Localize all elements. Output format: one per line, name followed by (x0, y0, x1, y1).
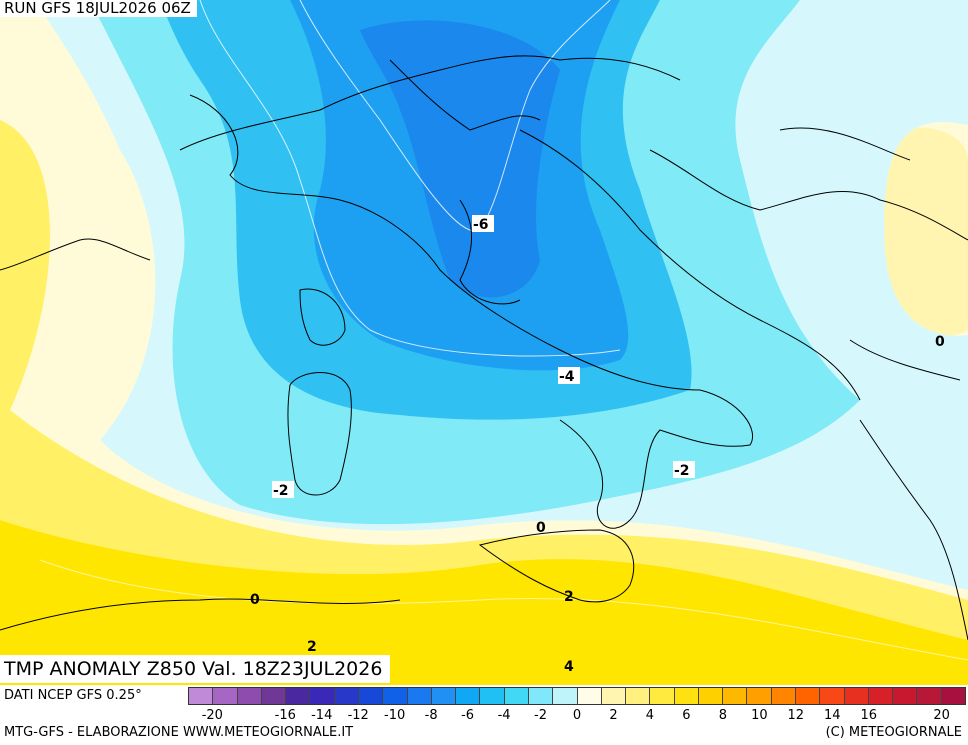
legend-swatch (310, 688, 335, 704)
legend-tick-label: 14 (824, 708, 841, 723)
legend-swatch (868, 688, 894, 704)
legend-swatch (893, 688, 918, 704)
isoline (39, 559, 968, 661)
credit-left: MTG-GFS - ELABORAZIONE WWW.METEOGIORNALE… (4, 725, 354, 740)
legend-tick-label: -10 (384, 708, 406, 723)
legend-swatch (358, 688, 384, 704)
legend-swatch (698, 688, 724, 704)
contour-label: -2 (674, 463, 690, 479)
legend-tick-label: -12 (347, 708, 369, 723)
run-label: RUN GFS 18JUL2026 06Z (0, 0, 197, 17)
legend-tick-label: 10 (751, 708, 768, 723)
legend-swatch (577, 688, 602, 704)
legend-tick-label: 0 (572, 708, 582, 723)
contour-label: 0 (536, 520, 546, 536)
legend-swatch (601, 688, 627, 704)
contour-label: 2 (307, 639, 317, 655)
legend-swatch (553, 688, 578, 704)
legend-swatch (213, 688, 238, 704)
band-warm-east (876, 127, 968, 337)
contour-label: 0 (935, 334, 945, 350)
contour-label: 0 (250, 592, 260, 608)
legend-tick-label: 4 (645, 708, 655, 723)
contour-label: 2 (564, 589, 574, 605)
map-title: TMP ANOMALY Z850 Val. 18Z23JUL2026 (0, 655, 391, 683)
legend-tick-label: -2 (534, 708, 548, 723)
legend-swatch (820, 688, 845, 704)
legend-swatch (334, 688, 359, 704)
legend-tick-label: 12 (787, 708, 805, 723)
legend-swatch (189, 688, 214, 704)
legend-swatch (674, 688, 699, 704)
coastlines (0, 55, 968, 641)
legend-tick-label: 20 (933, 708, 950, 723)
legend-swatch (261, 688, 287, 704)
legend-swatch (796, 688, 821, 704)
legend-swatch (941, 688, 965, 704)
legend-swatch (286, 688, 311, 704)
legend-swatch (407, 688, 432, 704)
legend-swatch (431, 688, 457, 704)
legend-swatch (917, 688, 942, 704)
legend-tick-label: 6 (682, 708, 691, 723)
data-source-label: DATI NCEP GFS 0.25° (4, 688, 142, 703)
legend-swatch (650, 688, 675, 704)
credit-right: (C) METEOGIORNALE (825, 725, 962, 740)
contour-label: -6 (473, 217, 489, 233)
legend-swatch (383, 688, 408, 704)
legend-tick-label: 16 (860, 708, 878, 723)
contour-label: -4 (559, 369, 575, 385)
legend-swatch (504, 688, 529, 704)
legend-swatch (480, 688, 505, 704)
isoline (199, 0, 621, 357)
legend-tick-label: 8 (718, 708, 728, 723)
contour-labels: -6 -4 -2 -2 0 0 0 2 2 4 (250, 215, 945, 675)
band-minus-8 (360, 20, 560, 298)
contour-label: 4 (564, 659, 574, 675)
legend-swatch (747, 688, 772, 704)
legend-tick-label: 2 (609, 708, 618, 723)
legend-swatch (237, 688, 262, 704)
contour-label: -2 (273, 483, 289, 499)
legend-tick-label: -16 (274, 708, 296, 723)
legend-swatch (771, 688, 797, 704)
legend-tick-label: -8 (424, 708, 438, 723)
temperature-anomaly-map: -6 -4 -2 -2 0 0 0 2 2 4 (0, 0, 968, 685)
legend-swatch (528, 688, 554, 704)
legend-tick-label: -4 (497, 708, 511, 723)
legend-swatch (456, 688, 481, 704)
color-legend (188, 687, 966, 705)
legend-tick-label: -20 (201, 708, 223, 723)
legend-tick-label: -14 (311, 708, 333, 723)
legend-swatch (723, 688, 748, 704)
legend-swatch (844, 688, 869, 704)
legend-tick-label: -6 (461, 708, 475, 723)
legend-swatch (626, 688, 651, 704)
